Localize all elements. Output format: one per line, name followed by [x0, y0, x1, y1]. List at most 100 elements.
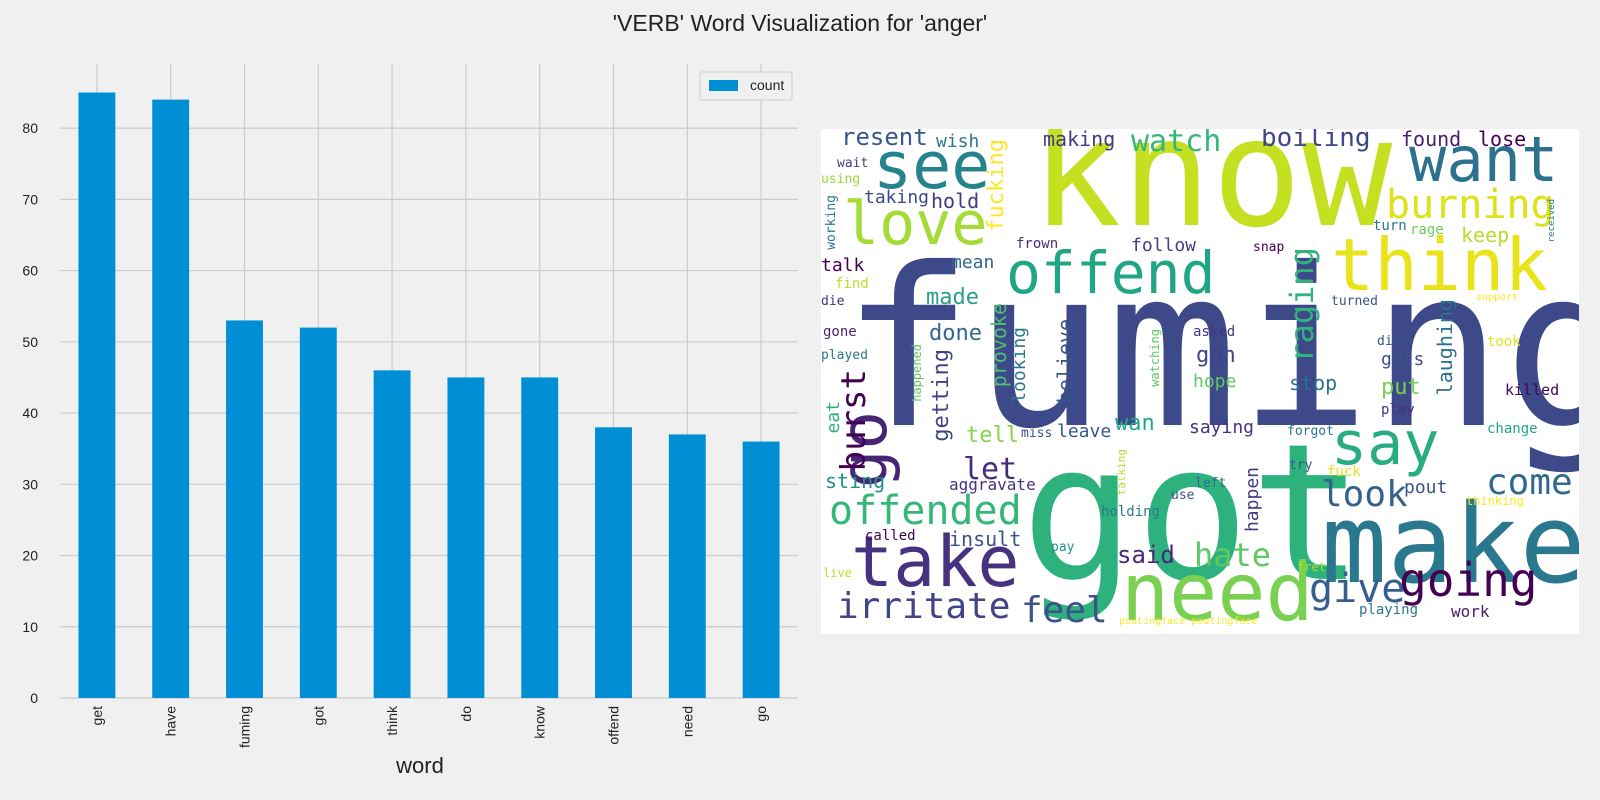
wordcloud-word: let	[963, 452, 1018, 487]
wordcloud-word: fucking	[984, 139, 1009, 232]
wordcloud-word: follow	[1131, 235, 1197, 256]
wordcloud-word: work	[1451, 602, 1490, 621]
wordcloud-word: asked	[1193, 324, 1236, 340]
wordcloud-word: turn	[1373, 218, 1407, 234]
wordcloud-word: keep	[1461, 223, 1510, 247]
wordcloud-word: sting	[825, 469, 886, 493]
wordcloud-word: think	[1331, 223, 1548, 307]
x-tick-label: have	[163, 706, 179, 737]
legend: count	[699, 71, 793, 101]
wordcloud-word: died	[1377, 334, 1409, 349]
wordcloud-word: put	[1381, 375, 1421, 400]
wordcloud-word: laughing	[1433, 299, 1457, 396]
wordcloud-word: provoke	[987, 303, 1011, 388]
wordcloud-word: gon	[1196, 343, 1236, 368]
wordcloud-word: holding	[1101, 504, 1161, 520]
wordcloud-word: making	[1043, 129, 1116, 151]
wordcloud-word: change	[1487, 421, 1538, 437]
wordcloud-word: make	[1321, 480, 1579, 608]
wordcloud-word: made	[926, 285, 979, 310]
wordcloud-word: leave	[1057, 421, 1112, 442]
wordcloud-word: wait	[837, 156, 869, 171]
wordcloud-word: happen	[1242, 467, 1263, 533]
wordcloud-word: received	[1547, 199, 1557, 243]
wordcloud-word: playing	[1359, 602, 1419, 618]
wordcloud-word: take	[851, 521, 1020, 603]
wordcloud-word: taking	[864, 187, 930, 208]
wordcloud-word: pout	[1404, 477, 1448, 498]
x-tick-label: do	[458, 706, 474, 722]
wordcloud-word: fret	[1297, 560, 1326, 574]
wordcloud-word: love	[843, 189, 988, 259]
wordcloud-word: fuming	[841, 221, 1579, 477]
bar-got	[299, 327, 337, 698]
wordcloud-word: stop	[1289, 371, 1338, 395]
wordcloud-word: use	[1171, 488, 1195, 503]
y-tick-label: 60	[22, 263, 38, 279]
wordcloud-word: give	[1309, 566, 1406, 612]
wordcloud-word: play	[1381, 402, 1415, 418]
wordcloud-word: offend	[1006, 239, 1216, 307]
x-tick-label: go	[753, 706, 769, 722]
y-tick-label: 50	[22, 334, 38, 350]
wordcloud-word: gets	[1381, 349, 1425, 370]
x-tick-label: offend	[606, 706, 622, 745]
wordcloud-word: called	[865, 528, 916, 544]
wordcloud-word: tell	[966, 423, 1019, 448]
wordcloud-word: irritate	[837, 586, 1011, 627]
wordcloud-word: watch	[1131, 129, 1222, 159]
wordcloud-word: live	[823, 566, 852, 580]
wordcloud-word: come	[1486, 462, 1573, 503]
legend-label: count	[750, 77, 784, 93]
legend-swatch	[709, 80, 738, 91]
y-tick-label: 30	[22, 476, 38, 492]
wordcloud-word: feel	[1021, 590, 1108, 631]
wordcloud-word: say	[1331, 409, 1440, 479]
bar-do	[447, 377, 485, 698]
wordcloud-word: snap	[1253, 240, 1285, 255]
wordcloud-word: played	[821, 348, 868, 363]
wordcloud-word: hate	[1194, 536, 1272, 574]
y-tick-label: 40	[22, 405, 38, 421]
wordcloud-word: gone	[823, 324, 857, 340]
wordcloud-word: saying	[1189, 417, 1255, 438]
legend-box	[699, 71, 793, 101]
wordcloud-word: mean	[951, 252, 995, 273]
bars	[78, 92, 780, 698]
wordcloud-word: hold	[931, 189, 980, 213]
y-tick-label: 0	[30, 690, 38, 706]
wordcloud-word: watching	[1148, 329, 1162, 387]
wordcloud-word: know	[1031, 129, 1393, 261]
y-tick-label: 80	[22, 120, 38, 136]
x-tick-labels: get have fuming got think do know offend need go	[89, 705, 769, 748]
wordcloud-word: want	[1409, 129, 1559, 196]
wordcloud-word: poutingface poutingface	[1119, 616, 1258, 627]
wordcloud-word: aggravate	[949, 475, 1036, 494]
wordcloud-word: miss	[1021, 426, 1053, 441]
y-tick-label: 10	[22, 619, 38, 635]
bar-have	[152, 99, 190, 698]
wordcloud-word: believe	[1053, 319, 1077, 404]
wordcloud-word: resent	[841, 129, 928, 151]
wordcloud-word: burning	[1386, 182, 1555, 228]
wordcloud-word: see	[873, 129, 991, 204]
bar-chart: 0 10 20 30 40 50 60 70 80 get have fuming got think d…	[22, 64, 798, 778]
wordcloud-word: lose	[1478, 129, 1527, 151]
wordcloud-word: insult	[949, 527, 1022, 551]
wordcloud-word: pay	[1051, 540, 1075, 555]
wordcloud-word: forgot	[1287, 424, 1334, 439]
wordcloud-word: wish	[936, 131, 980, 152]
figure-title: 'VERB' Word Visualization for 'anger'	[612, 10, 988, 36]
wordcloud-word: talk	[821, 255, 865, 276]
x-tick-label: need	[679, 706, 695, 737]
wordcloud-word: try	[1289, 458, 1313, 473]
wordcloud-word: eat	[823, 401, 844, 434]
wordcloud-word: getting	[929, 349, 954, 442]
wordcloud-word: left	[1195, 476, 1227, 491]
bar-get	[78, 92, 116, 698]
bar-go	[742, 441, 780, 698]
wordcloud-word: killed	[1505, 381, 1560, 399]
wordcloud-word: support	[1476, 292, 1519, 303]
wordcloud-word: using	[821, 172, 861, 187]
wordcloud-word: raging	[1283, 247, 1321, 363]
